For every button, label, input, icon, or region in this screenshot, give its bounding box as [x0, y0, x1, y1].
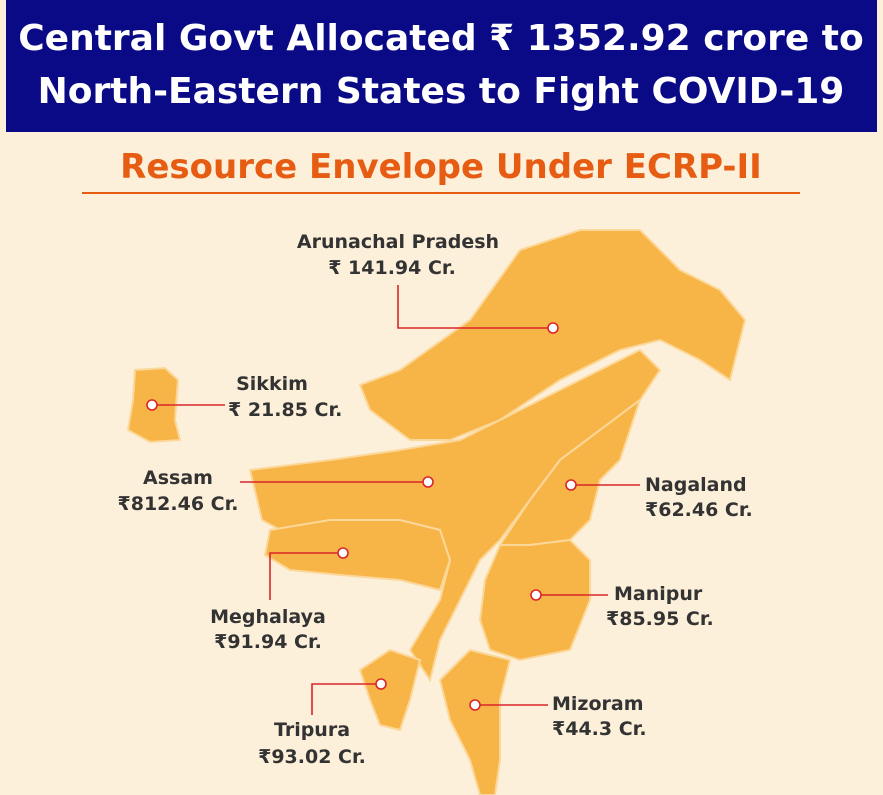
state-amount: ₹91.94 Cr.: [214, 631, 322, 653]
arunachal-shape: [358, 229, 747, 441]
state-name: Mizoram: [552, 693, 644, 715]
tripura-shape: [358, 648, 422, 732]
state-name: Nagaland: [645, 474, 747, 496]
state-name: Arunachal Pradesh: [297, 231, 499, 253]
title-line: North-Eastern States to Fight COVID-19: [38, 71, 845, 112]
state-name: Meghalaya: [210, 606, 326, 628]
state-name: Manipur: [614, 583, 703, 605]
state-amount: ₹93.02 Cr.: [258, 746, 366, 768]
state-name: Tripura: [274, 719, 350, 741]
state-amount: ₹62.46 Cr.: [645, 499, 753, 521]
leader-line: [397, 285, 553, 329]
state-name: Sikkim: [236, 373, 308, 395]
leader-line: [311, 683, 381, 715]
marker: [422, 476, 434, 488]
state-amount: ₹85.95 Cr.: [606, 608, 714, 630]
labels: Arunachal Pradesh ₹ 141.94 Cr. Sikkim ₹ …: [118, 231, 753, 768]
marker: [337, 547, 349, 559]
state-amount: ₹44.3 Cr.: [552, 718, 647, 740]
marker: [375, 678, 387, 690]
marker: [469, 699, 481, 711]
meghalaya-shape: [263, 519, 452, 592]
state-amount: ₹812.46 Cr.: [118, 493, 239, 515]
marker: [565, 479, 577, 491]
leader-line: [269, 552, 343, 600]
state-amount: ₹ 21.85 Cr.: [228, 399, 342, 421]
state-amount: ₹ 141.94 Cr.: [328, 257, 456, 279]
header-band: [6, 0, 877, 132]
marker: [547, 322, 559, 334]
title-line: Central Govt Allocated ₹ 1352.92 crore t…: [18, 18, 863, 59]
marker: [146, 399, 158, 411]
mizoram-shape: [438, 648, 512, 795]
leaders: [146, 285, 640, 715]
state-name: Assam: [143, 467, 213, 489]
subtitle: Resource Envelope Under ECRP-II: [120, 147, 762, 187]
marker: [530, 589, 542, 601]
